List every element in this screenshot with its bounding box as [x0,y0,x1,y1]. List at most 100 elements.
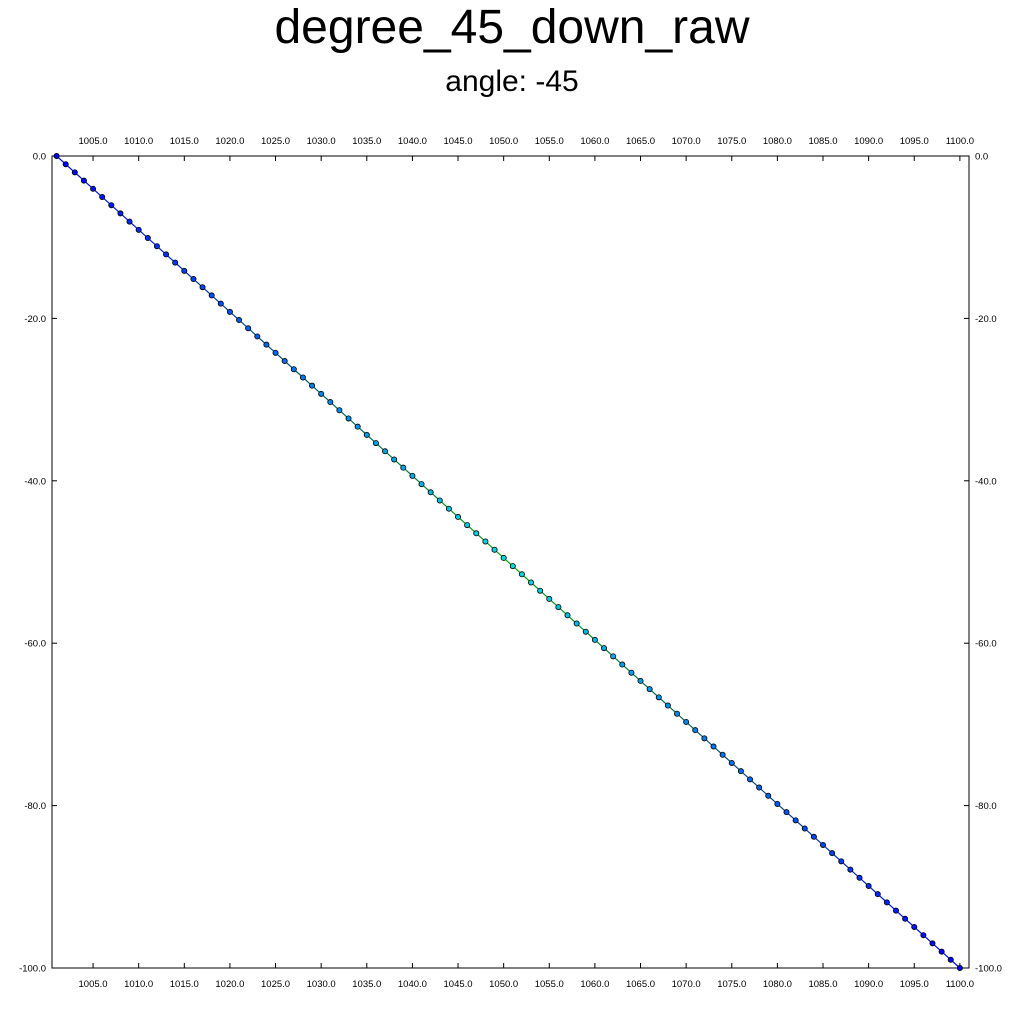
data-point [153,243,160,250]
y-tick-label-right: -100.0 [975,964,1002,975]
y-tick-label-right: -80.0 [975,801,997,812]
data-point [546,595,553,602]
data-point [372,440,379,447]
data-point [281,358,288,365]
data-point [117,210,124,217]
data-point [938,948,945,955]
data-point [126,218,133,225]
data-point [555,604,562,611]
data-point [172,259,179,266]
data-point [765,792,772,799]
data-point [336,407,343,414]
data-point [455,513,462,520]
data-point [464,522,471,529]
x-tick-label-top: 1095.0 [900,136,929,147]
x-tick-label-top: 1060.0 [580,136,609,147]
y-tick-label-left: -40.0 [24,476,46,487]
x-tick-label-bottom: 1020.0 [215,979,244,990]
data-point [610,653,617,660]
x-tick-label-top: 1030.0 [307,136,336,147]
data-point [929,940,936,947]
data-point [99,194,106,201]
x-tick-label-top: 1085.0 [808,136,837,147]
data-point [737,768,744,775]
data-point [655,694,662,701]
data-point [710,743,717,750]
data-point [829,850,836,857]
data-point [354,423,361,430]
data-point [53,152,60,159]
data-point [418,481,425,488]
data-point [628,669,635,676]
x-tick-label-top: 1100.0 [946,136,974,147]
x-tick-label-top: 1045.0 [444,136,473,147]
x-tick-label-bottom: 1005.0 [79,979,108,990]
data-point [865,882,872,889]
data-point [236,317,243,324]
data-point [683,718,690,725]
data-point [646,686,653,693]
x-tick-label-bottom: 1080.0 [763,979,792,990]
data-point [847,866,854,873]
data-point [427,489,434,496]
data-point [345,415,352,422]
chart-subtitle: angle: -45 [445,65,579,98]
data-point [509,563,516,570]
data-point [473,530,480,537]
data-point [245,325,252,332]
data-point [309,382,316,389]
data-point [226,308,233,315]
x-tick-label-top: 1010.0 [124,136,153,147]
x-tick-label-bottom: 1050.0 [489,979,518,990]
data-point [582,628,589,635]
series-line [56,155,961,969]
x-tick-label-bottom: 1030.0 [307,979,336,990]
data-point [217,300,224,307]
data-point [80,177,87,184]
x-tick-label-bottom: 1045.0 [444,979,473,990]
x-tick-label-top: 1055.0 [535,136,564,147]
data-point [719,751,726,758]
data-point [409,472,416,479]
data-point [391,456,398,463]
data-point [62,161,69,168]
data-point [400,464,407,471]
data-point [956,965,963,972]
y-tick-label-right: -20.0 [975,314,997,325]
data-point [664,702,671,709]
data-point [90,185,97,192]
x-tick-label-top: 1050.0 [489,136,518,147]
x-tick-label-top: 1025.0 [261,136,290,147]
x-tick-label-bottom: 1035.0 [352,979,381,990]
x-tick-label-top: 1015.0 [170,136,199,147]
data-point [637,677,644,684]
data-point [318,390,325,397]
data-point [208,292,215,299]
y-tick-label-left: -100.0 [19,964,46,975]
data-point [108,202,115,209]
data-point [674,710,681,717]
x-tick-label-top: 1020.0 [215,136,244,147]
data-point [728,759,735,766]
y-tick-label-left: 0.0 [33,152,46,163]
data-point [692,727,699,734]
x-tick-label-bottom: 1070.0 [672,979,701,990]
y-tick-label-right: 0.0 [975,152,988,163]
data-point [820,841,827,848]
data-point [747,776,754,783]
data-point [947,956,954,963]
data-point [518,571,525,578]
y-tick-label-right: -60.0 [975,639,997,650]
data-point [254,333,261,340]
chart-title: degree_45_down_raw [274,1,750,54]
data-point [774,800,781,807]
data-point [920,932,927,939]
x-tick-label-bottom: 1090.0 [854,979,883,990]
data-point [911,923,918,930]
data-point [382,448,389,455]
data-point [199,284,206,291]
data-point [181,267,188,274]
x-tick-label-bottom: 1055.0 [535,979,564,990]
x-tick-label-top: 1005.0 [79,136,108,147]
